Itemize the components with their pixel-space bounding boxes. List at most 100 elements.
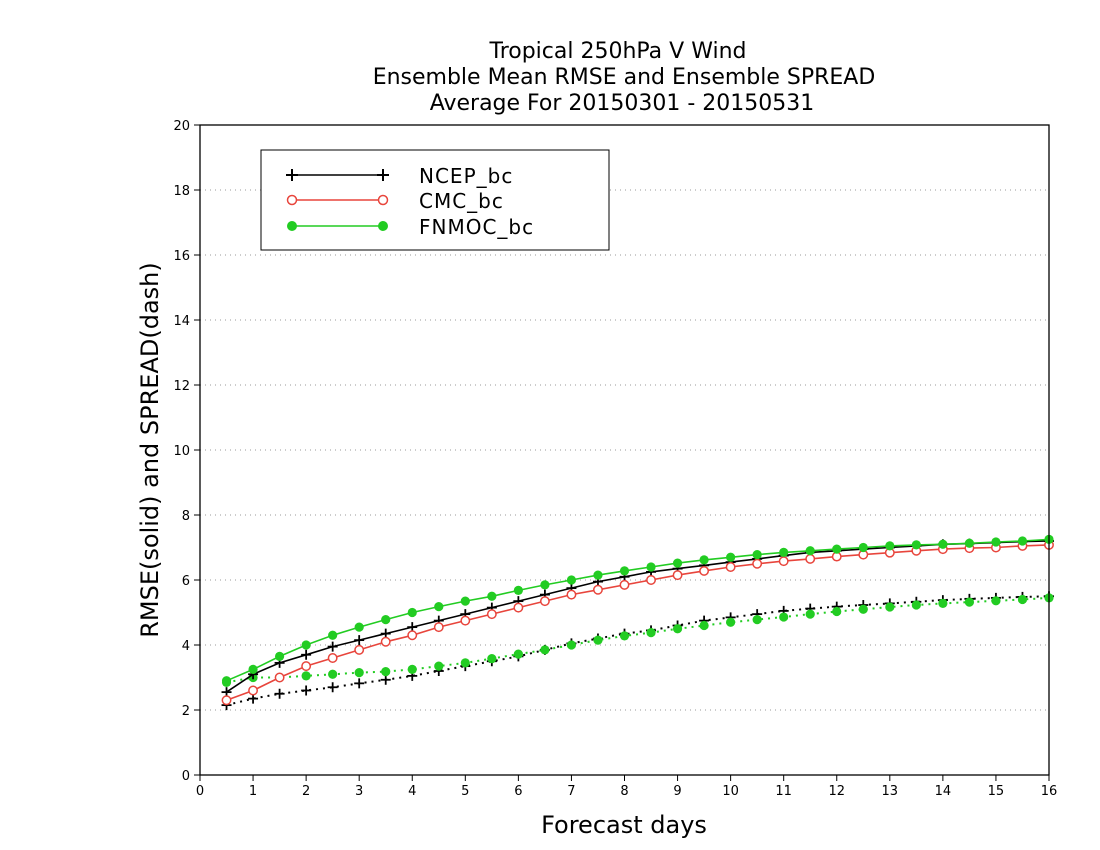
- series-fnmoc-bc-rmse-point-25: [885, 541, 895, 551]
- series-fnmoc-bc-rmse-point-14: [593, 570, 603, 580]
- series-fnmoc-bc-spread-point-3: [301, 671, 311, 681]
- series-cmc-bc-rmse-point-11: [513, 602, 524, 613]
- y-tick-label-18: 18: [173, 184, 190, 199]
- y-tick-label-4: 4: [182, 639, 190, 654]
- x-tick-label-1: 1: [249, 784, 257, 799]
- x-tick-label-5: 5: [461, 784, 469, 799]
- series-fnmoc-bc-spread-point-9: [460, 658, 470, 668]
- x-tick-label-6: 6: [514, 784, 522, 799]
- chart-title-line-2: Ensemble Mean RMSE and Ensemble SPREAD: [373, 65, 876, 90]
- series-fnmoc-bc-rmse-point-12: [540, 580, 550, 590]
- series-fnmoc-bc-spread-point-20: [752, 615, 762, 625]
- series-fnmoc-bc-spread-point-8: [434, 661, 444, 671]
- series-fnmoc-bc-rmse-point-1: [248, 664, 258, 674]
- legend-label-ncep: NCEP_bc: [419, 164, 513, 188]
- series-fnmoc-bc-rmse-point-20: [752, 550, 762, 560]
- series-fnmoc-bc-spread-point-27: [938, 598, 948, 609]
- y-tick-label-6: 6: [182, 574, 190, 589]
- series-fnmoc-bc-spread-point-17: [672, 624, 683, 634]
- series-fnmoc-bc-rmse-point-21: [779, 547, 789, 557]
- series-fnmoc-bc-rmse-point-6: [381, 615, 391, 625]
- y-tick-label-14: 14: [173, 314, 190, 329]
- series-ncep-bc-spread-point-2: [274, 688, 285, 699]
- series-fnmoc-bc-rmse-point-17: [672, 558, 683, 568]
- legend-marker-fnmoc-end: [378, 221, 388, 231]
- series-fnmoc-bc-spread-point-22: [805, 609, 815, 619]
- series-fnmoc-bc-rmse-point-28: [964, 538, 975, 548]
- series-fnmoc-bc-rmse-point-5: [354, 622, 364, 632]
- series-fnmoc-bc-rmse-point-30: [1017, 536, 1028, 546]
- series-cmc-bc-rmse-point-2: [274, 672, 285, 683]
- x-tick-label-0: 0: [196, 784, 204, 799]
- x-tick-label-2: 2: [302, 784, 310, 799]
- series-fnmoc-bc-rmse-point-13: [566, 575, 577, 585]
- y-tick-label-16: 16: [173, 249, 190, 264]
- legend-marker-ncep-end: [377, 169, 389, 181]
- series-cmc-bc-rmse-point-19: [725, 562, 736, 572]
- series-cmc-bc-rmse-point-3: [301, 661, 312, 672]
- series-fnmoc-bc-spread-point-16: [646, 628, 656, 638]
- series-cmc-bc-rmse-point-4: [327, 653, 338, 663]
- series-fnmoc-bc-spread-point-15: [619, 631, 630, 641]
- y-axis-title: RMSE(solid) and SPREAD(dash): [136, 262, 164, 638]
- series-ncep-bc-rmse-point-3: [301, 649, 312, 660]
- x-tick-label-4: 4: [408, 784, 416, 799]
- series-cmc-bc-rmse-point-7: [407, 630, 418, 641]
- series-fnmoc-bc-rmse-point-8: [434, 602, 444, 612]
- chart-title-line-3: Average For 20150301 - 20150531: [430, 91, 815, 116]
- series-fnmoc-bc-spread-point-30: [1017, 594, 1028, 605]
- series-ncep-bc-spread-point-5: [354, 678, 365, 689]
- series-cmc-bc-rmse-point-1: [248, 685, 259, 696]
- series-fnmoc-bc-rmse-point-15: [619, 566, 630, 576]
- series-fnmoc-bc-rmse-point-24: [858, 542, 868, 553]
- series-cmc-bc-rmse-point-21: [778, 556, 789, 567]
- x-tick-label-15: 15: [988, 784, 1005, 799]
- series-fnmoc-bc-spread-point-29: [991, 596, 1001, 606]
- x-tick-label-16: 16: [1041, 784, 1058, 799]
- series-fnmoc-bc-spread-line: [226, 596, 1050, 684]
- series-fnmoc-bc-spread-point-18: [699, 620, 709, 631]
- series-fnmoc-bc-spread-point-12: [540, 645, 550, 655]
- series-fnmoc-bc-rmse-point-4: [328, 630, 338, 640]
- series-fnmoc-bc-spread-point-7: [407, 664, 417, 674]
- series-fnmoc-bc-spread-point-4: [328, 669, 338, 679]
- series-fnmoc-bc-rmse-point-3: [301, 640, 311, 650]
- series-fnmoc-bc-rmse-point-29: [991, 537, 1001, 547]
- series-fnmoc-bc-rmse-point-19: [726, 552, 736, 562]
- x-tick-label-12: 12: [828, 784, 845, 799]
- series-ncep-bc-rmse-line: [226, 540, 1050, 693]
- y-tick-label-0: 0: [182, 769, 190, 784]
- series-cmc-bc-rmse-point-18: [699, 565, 710, 576]
- y-tick-label-8: 8: [182, 509, 190, 524]
- legend-marker-cmc-start: [286, 194, 298, 206]
- x-tick-label-3: 3: [355, 784, 363, 799]
- series-fnmoc-bc-rmse-line: [226, 538, 1050, 682]
- series-fnmoc-bc-rmse-point-23: [832, 544, 842, 554]
- series-fnmoc-bc-spread-point-25: [885, 602, 895, 612]
- y-tick-label-2: 2: [182, 704, 190, 719]
- series-cmc-bc-rmse-point-5: [354, 644, 365, 655]
- x-tick-label-13: 13: [882, 784, 899, 799]
- series-fnmoc-bc-rmse-point-16: [646, 562, 656, 572]
- series-fnmoc-bc-spread-point-10: [487, 654, 497, 664]
- chart-title-line-1: Tropical 250hPa V Wind: [488, 39, 746, 64]
- series-cmc-bc-rmse-point-22: [805, 553, 816, 564]
- series-ncep-bc-spread-point-6: [380, 674, 391, 685]
- series-fnmoc-bc-spread-point-28: [964, 597, 975, 607]
- series-ncep-bc-spread-point-3: [301, 685, 312, 696]
- x-tick-label-11: 11: [775, 784, 792, 799]
- y-tick-label-12: 12: [173, 379, 190, 394]
- x-axis-title: Forecast days: [541, 811, 707, 839]
- series-cmc-bc-rmse-point-6: [380, 636, 391, 647]
- legend-marker-ncep-start: [286, 169, 298, 181]
- series-cmc-bc-rmse-point-15: [619, 579, 630, 590]
- series-fnmoc-bc-spread-point-23: [832, 606, 842, 617]
- series-fnmoc-bc-rmse-point-9: [460, 596, 470, 606]
- legend-label-cmc: CMC_bc: [419, 189, 504, 213]
- series-fnmoc-bc-rmse-point-26: [911, 540, 921, 550]
- series-cmc-bc-rmse-point-8: [433, 622, 444, 633]
- series-cmc-bc-rmse-point-9: [460, 615, 471, 626]
- series-cmc-bc-rmse-point-12: [539, 596, 550, 607]
